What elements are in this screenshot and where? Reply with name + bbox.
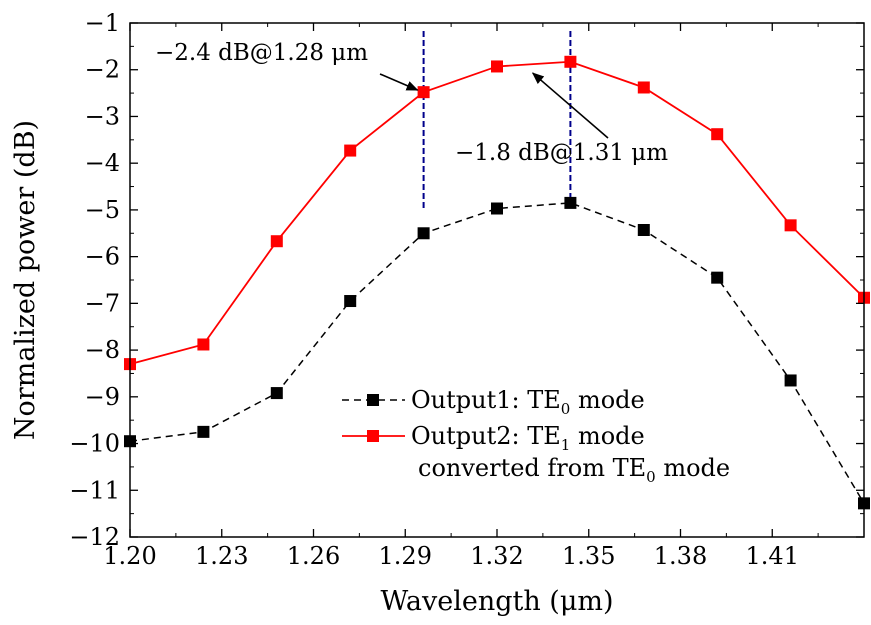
series-1-point — [637, 224, 650, 237]
y-tick-label: −9 — [85, 383, 120, 411]
series-1-point — [564, 196, 577, 209]
x-tick-label: 1.20 — [103, 542, 156, 570]
y-tick-label: −1 — [85, 9, 120, 37]
legend-label-2-line2: converted from TE0 mode — [418, 454, 730, 486]
y-tick-label: −3 — [85, 102, 120, 130]
series-2-point — [711, 128, 724, 141]
x-tick-label: 1.41 — [746, 542, 799, 570]
series-2-point — [784, 219, 797, 232]
series-1-point — [491, 202, 503, 215]
series-1-point — [417, 227, 430, 240]
series-1-point — [270, 387, 283, 400]
legend-swatch-marker-2 — [367, 430, 379, 442]
annotation-1-arrow — [379, 73, 419, 91]
series-2-point — [197, 338, 210, 351]
x-tick-label: 1.29 — [379, 542, 432, 570]
y-tick-label: −5 — [85, 196, 120, 224]
legend-label-2: Output2: TE1 mode — [411, 422, 645, 454]
legend-label-1: Output1: TE0 mode — [411, 386, 645, 418]
x-tick-label: 1.38 — [654, 542, 707, 570]
y-axis-title: Normalized power (dB) — [10, 120, 41, 440]
series-1-point — [784, 374, 797, 387]
series-2-point — [491, 60, 503, 73]
series-2-point — [564, 55, 577, 68]
series-2-point — [344, 144, 357, 157]
annotation-1: −2.4 dB@1.28 μm — [155, 40, 368, 66]
y-tick-label: −10 — [69, 430, 120, 458]
y-tick-label: −12 — [69, 523, 120, 551]
annotation-2-arrow — [531, 72, 609, 139]
series-2-point — [417, 86, 430, 99]
series-1-point — [344, 295, 357, 308]
y-tick-label: −6 — [85, 243, 120, 271]
series-1-point — [197, 425, 210, 438]
y-tick-label: −2 — [85, 56, 120, 84]
x-tick-label: 1.26 — [287, 542, 340, 570]
x-tick-label: 1.35 — [562, 542, 615, 570]
x-axis-title: Wavelength (μm) — [380, 586, 613, 617]
y-tick-label: −11 — [69, 476, 120, 504]
y-tick-label: −8 — [85, 336, 120, 364]
series-2-point — [270, 235, 283, 248]
y-tick-label: −7 — [85, 289, 120, 317]
annotation-2: −1.8 dB@1.31 μm — [455, 140, 668, 166]
series-line-1 — [129, 202, 865, 504]
series-1-point — [711, 271, 724, 284]
legend-swatch-marker-1 — [367, 394, 379, 406]
y-tick-label: −4 — [85, 149, 120, 177]
x-tick-label: 1.32 — [470, 542, 523, 570]
x-tick-label: 1.23 — [195, 542, 248, 570]
series-2-point — [637, 81, 650, 94]
